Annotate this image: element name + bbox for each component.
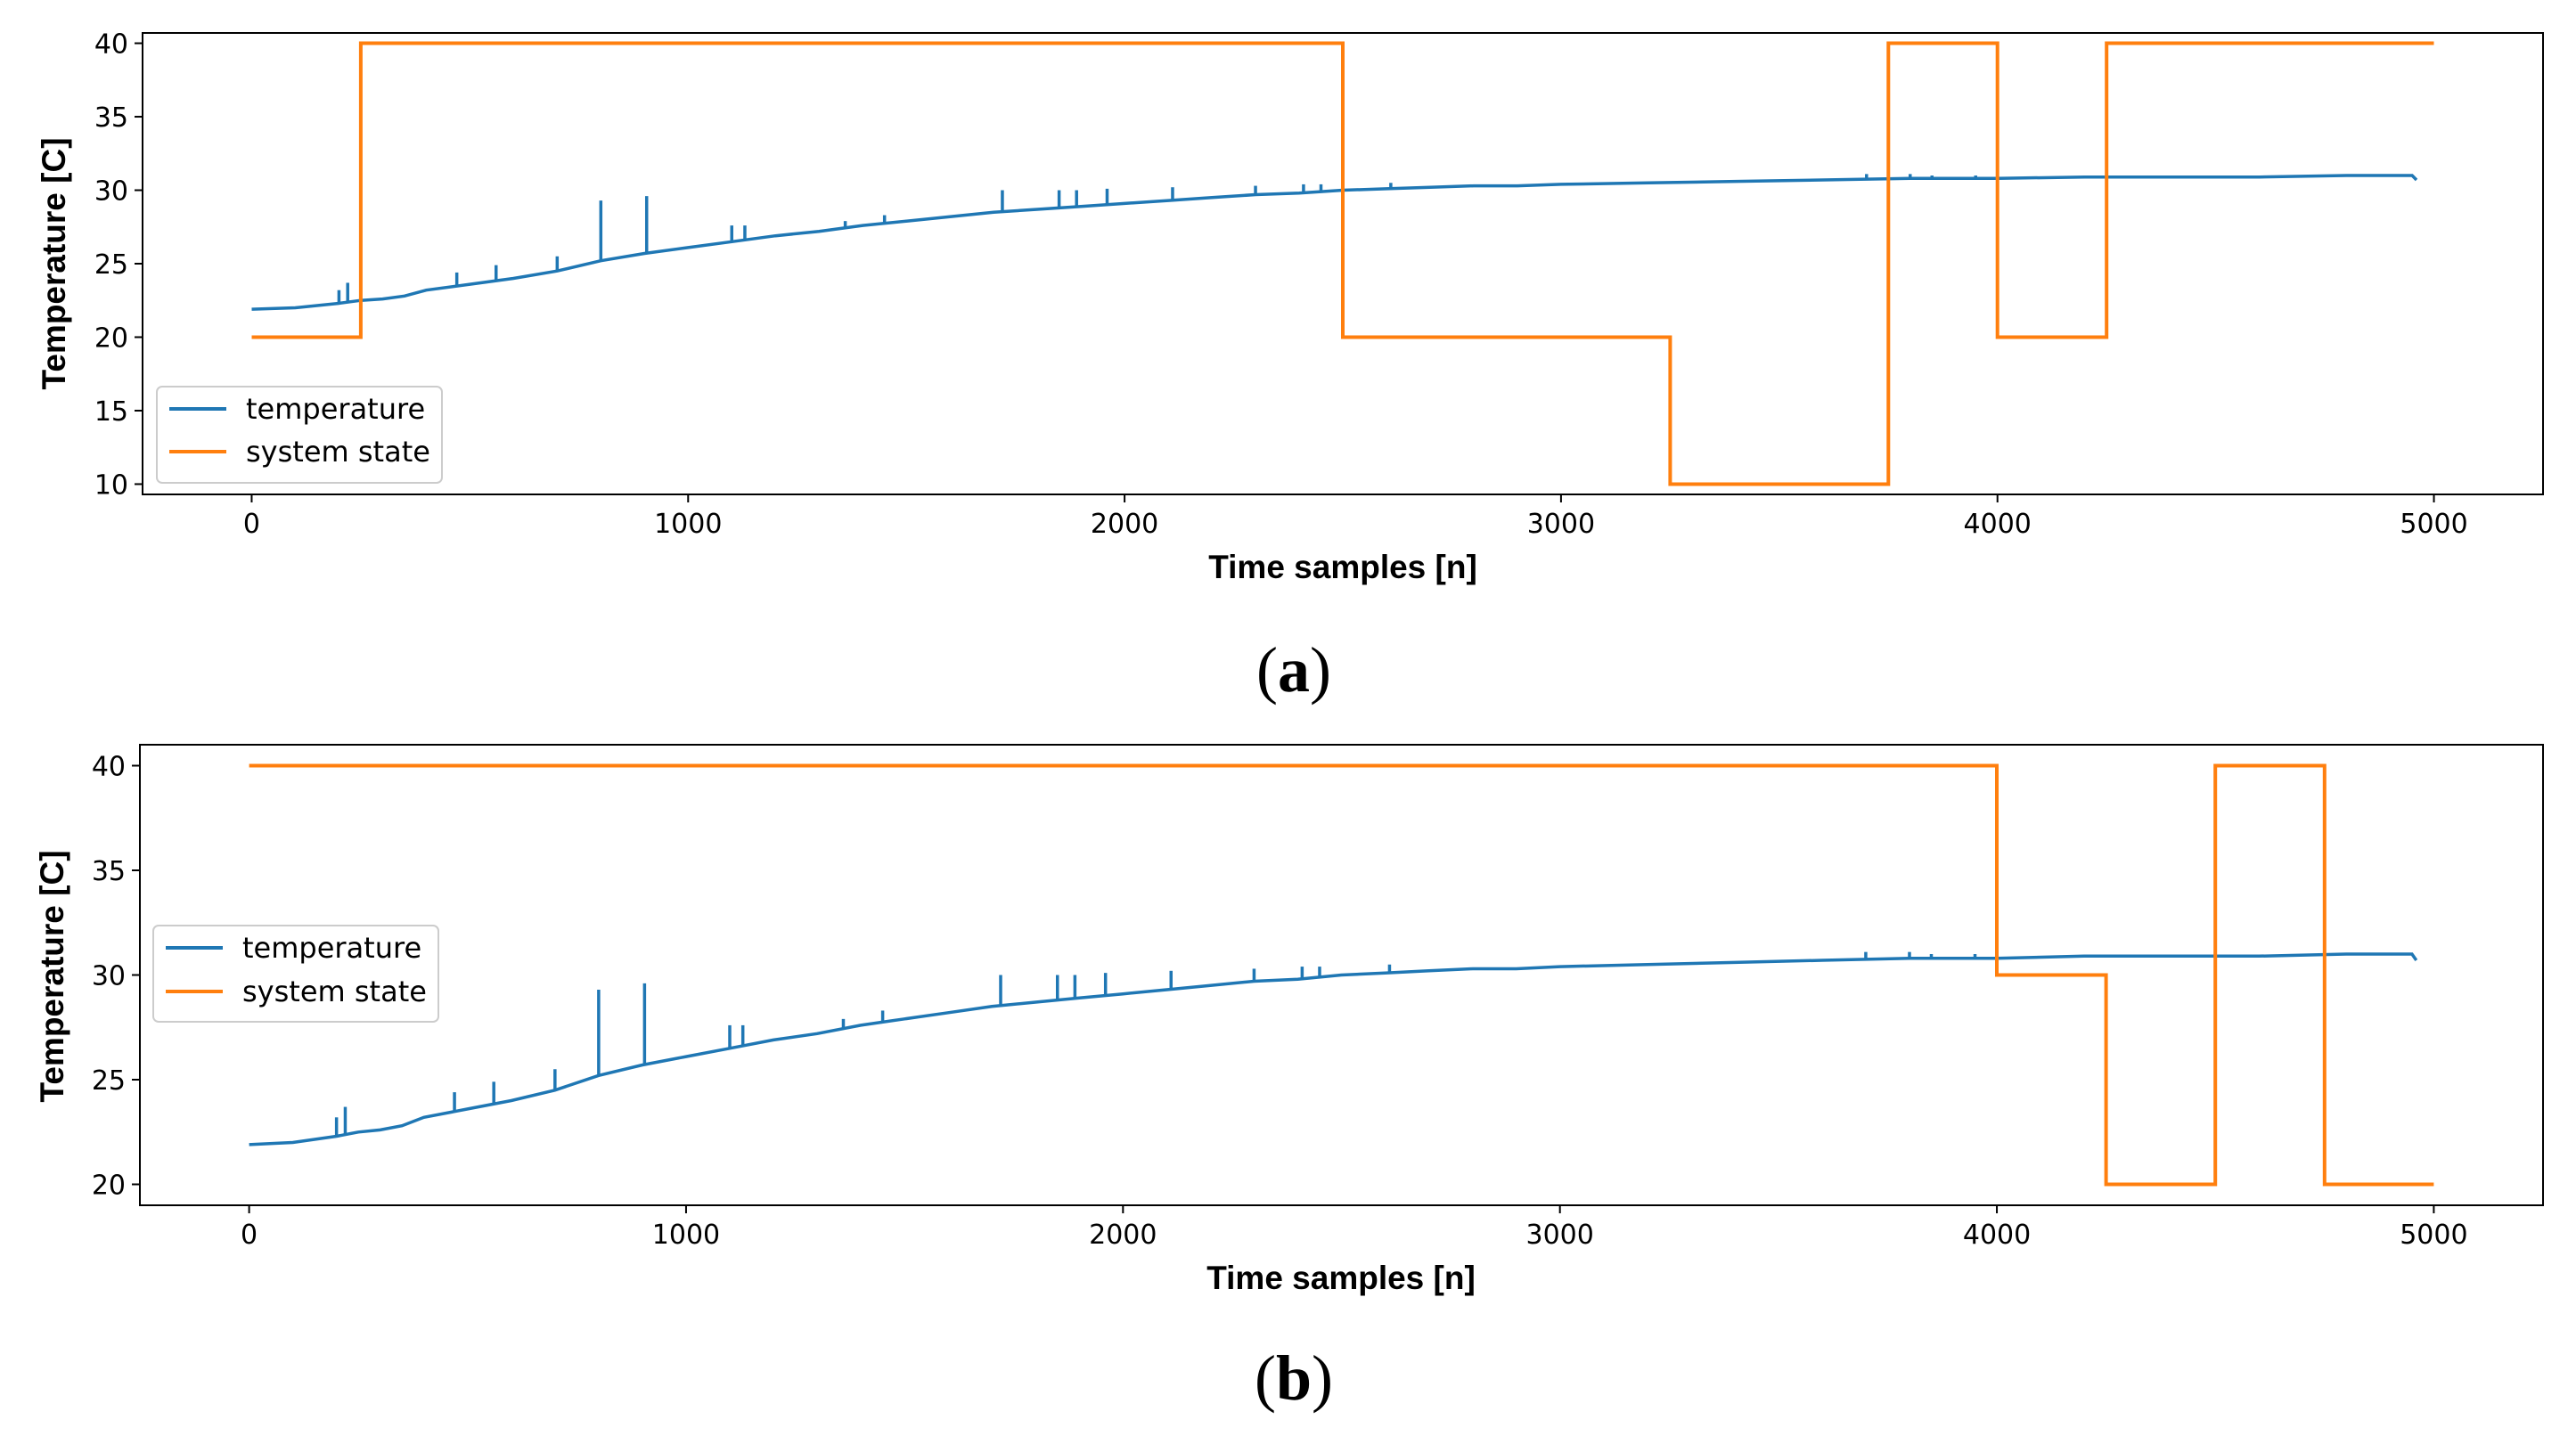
ticks-a: 0 1000 2000 3000 4000 5000 10 15 20 25 30 35 40 — [94, 29, 2468, 540]
x-axis-label-a: Time samples [n] — [1208, 549, 1477, 585]
x-tick-label-2000-b: 2000 — [1089, 1220, 1157, 1251]
x-tick-label-3000-a: 3000 — [1527, 509, 1595, 540]
y-tick-label-40-b: 40 — [92, 752, 126, 783]
x-tick-label-4000-a: 4000 — [1964, 509, 2032, 540]
caption-b: (b) — [1255, 1342, 1333, 1414]
y-tick-label-30-a: 30 — [94, 176, 128, 208]
y-tick-label-25-b: 25 — [92, 1065, 126, 1097]
legend-label-system-state-b: system state — [242, 975, 427, 1008]
panel-b: 0 1000 2000 3000 4000 5000 20 25 30 35 40 Time sam… — [34, 744, 2544, 1414]
caption-letter-a: a — [1278, 634, 1310, 706]
series-line-temperature-a — [251, 174, 2418, 311]
y-tick-label-25-a: 25 — [94, 249, 128, 281]
legend-b: temperature system state — [152, 925, 439, 1023]
legend-box-a — [156, 386, 443, 484]
x-tick-label-1000-b: 1000 — [652, 1220, 720, 1251]
y-tick-label-35-a: 35 — [94, 102, 128, 134]
y-axis-label-b: Temperature [C] — [34, 850, 70, 1102]
y-axis-label-a: Temperature [C] — [36, 137, 72, 389]
y-tick-label-40-a: 40 — [94, 29, 128, 61]
series-line-system-state-b — [249, 763, 2434, 1187]
legend-label-temperature-a: temperature — [246, 392, 425, 426]
legend-a: temperature system state — [156, 386, 443, 484]
x-tick-label-3000-b: 3000 — [1526, 1220, 1594, 1251]
y-tick-label-15-a: 15 — [94, 396, 128, 428]
series-b — [249, 763, 2434, 1187]
legend-box-b — [152, 925, 439, 1023]
x-tick-label-0-b: 0 — [241, 1220, 258, 1251]
y-tick-label-20-a: 20 — [94, 322, 128, 354]
y-tick-label-20-b: 20 — [92, 1171, 126, 1202]
x-tick-label-5000-a: 5000 — [2400, 509, 2467, 540]
caption-a: (a) — [1256, 634, 1331, 706]
legend-label-temperature-b: temperature — [242, 931, 421, 965]
y-tick-label-35-b: 35 — [92, 856, 126, 887]
ticks-b: 0 1000 2000 3000 4000 5000 20 25 30 35 40 — [92, 752, 2468, 1252]
x-axis-label-b: Time samples [n] — [1206, 1260, 1476, 1296]
series-a — [251, 41, 2434, 486]
x-tick-label-2000-a: 2000 — [1091, 509, 1158, 540]
series-line-temperature-b — [249, 952, 2418, 1146]
x-tick-label-1000-a: 1000 — [654, 509, 722, 540]
legend-label-system-state-a: system state — [246, 435, 430, 469]
series-line-system-state-a — [251, 41, 2434, 486]
y-tick-label-10-a: 10 — [94, 469, 128, 501]
x-tick-label-5000-b: 5000 — [2400, 1220, 2467, 1251]
panel-a: 0 1000 2000 3000 4000 5000 10 15 20 25 30 35 40 Time… — [36, 29, 2544, 706]
x-tick-label-4000-b: 4000 — [1963, 1220, 2031, 1251]
y-tick-label-30-b: 30 — [92, 961, 126, 992]
caption-letter-b: b — [1276, 1342, 1312, 1414]
x-tick-label-0-a: 0 — [243, 509, 260, 540]
